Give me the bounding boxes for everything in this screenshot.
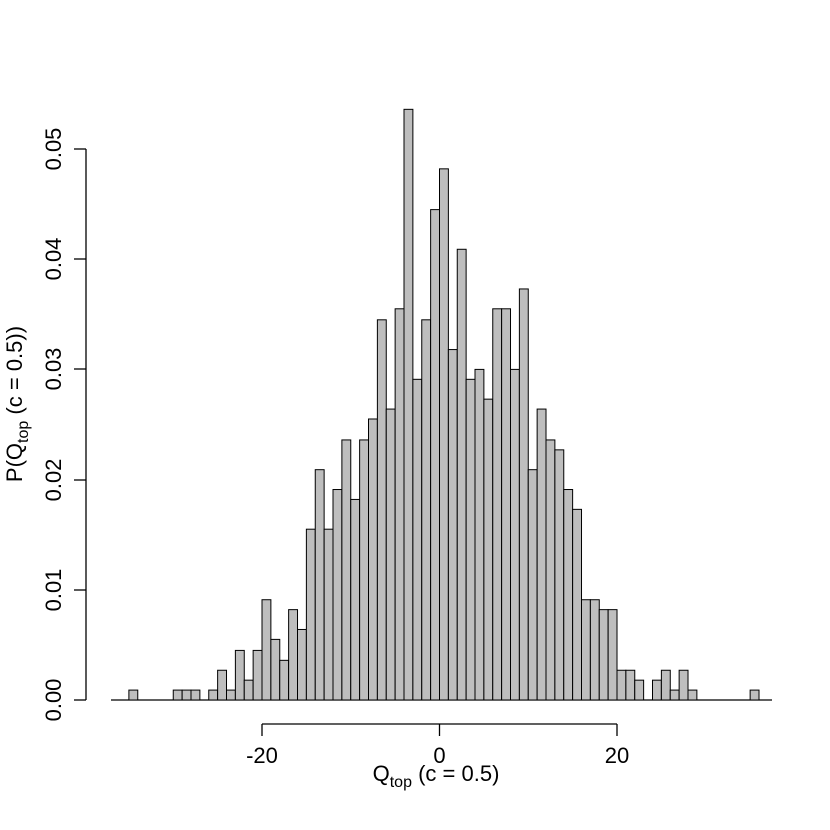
x-axis-title-rest: (c = 0.5) xyxy=(412,761,499,786)
histogram-bar xyxy=(483,398,494,701)
histogram-bar xyxy=(421,319,432,701)
histogram-bar xyxy=(598,609,609,701)
x-tick-label: -20 xyxy=(246,743,278,768)
histogram-bar xyxy=(190,689,201,701)
x-axis-title-subscript: top xyxy=(390,774,412,791)
histogram-bar xyxy=(563,489,574,701)
histogram-bar xyxy=(536,408,547,701)
histogram-bar xyxy=(412,378,423,701)
y-axis-title-subscript: top xyxy=(15,421,32,443)
histogram-bar xyxy=(518,288,529,701)
histogram-bar xyxy=(243,679,254,701)
histogram-bar xyxy=(447,349,458,701)
histogram-bar xyxy=(634,679,645,701)
histogram-bar xyxy=(323,528,334,701)
histogram-bar xyxy=(341,439,352,701)
histogram-bar xyxy=(527,469,538,701)
histogram-bar xyxy=(439,168,449,701)
histogram-bar xyxy=(208,689,219,701)
histogram-bar xyxy=(687,689,698,701)
histogram-bar xyxy=(456,248,467,701)
histogram-bar xyxy=(465,378,476,701)
histogram-bar xyxy=(678,669,689,701)
histogram-bar xyxy=(572,508,583,701)
y-tick-label: 0.00 xyxy=(41,679,66,722)
y-axis-title-post: (c = 0.5)) xyxy=(2,326,27,421)
histogram-bar xyxy=(305,528,316,701)
histogram-bar xyxy=(749,689,760,701)
histogram-bar xyxy=(279,659,290,701)
x-tick-label: 0 xyxy=(433,743,445,768)
histogram-bar xyxy=(359,439,370,701)
x-axis-title-base: Q xyxy=(373,761,390,786)
histogram-bar xyxy=(394,308,405,701)
histogram-bar xyxy=(660,669,671,701)
histogram-bar xyxy=(581,599,591,701)
histogram-bar xyxy=(128,689,139,701)
histogram-bar xyxy=(385,408,396,701)
x-tick-label: 20 xyxy=(605,743,629,768)
histogram-bar xyxy=(403,108,414,701)
histogram-bar xyxy=(297,628,307,701)
histogram-bar xyxy=(234,649,245,701)
histogram-bar xyxy=(350,498,361,701)
histogram-bar xyxy=(652,679,662,701)
histogram-bar xyxy=(554,449,565,701)
y-tick-label: 0.01 xyxy=(41,569,66,612)
histogram-bar xyxy=(252,649,263,701)
y-axis-title-pre: P(Q xyxy=(2,443,27,482)
histogram-bars xyxy=(128,108,760,701)
y-axis-title: P(Qtop (c = 0.5)) xyxy=(2,326,32,482)
histogram-bar xyxy=(510,368,520,701)
y-tick-label: 0.04 xyxy=(41,238,66,281)
y-axis: 0.00 0.01 0.02 0.03 0.04 0.05 P(Qtop (c … xyxy=(2,128,87,722)
histogram-bar xyxy=(607,609,618,701)
histogram-bar xyxy=(314,469,325,701)
histogram-bar xyxy=(172,689,183,701)
y-tick-label: 0.05 xyxy=(41,128,66,171)
x-axis-title: Qtop (c = 0.5) xyxy=(373,761,500,791)
histogram-bar xyxy=(368,418,378,701)
histogram-bar xyxy=(474,368,485,701)
histogram-bar xyxy=(501,308,512,701)
histogram-bar xyxy=(270,638,281,701)
histogram-bar xyxy=(589,599,600,701)
histogram-bar xyxy=(616,669,627,701)
y-tick-label: 0.02 xyxy=(41,459,66,502)
histogram-bar xyxy=(669,689,680,701)
histogram-bar xyxy=(492,308,503,701)
x-axis: -20 0 20 Qtop (c = 0.5) xyxy=(246,723,629,791)
y-tick-label: 0.03 xyxy=(41,348,66,391)
histogram-bar xyxy=(181,689,192,701)
histogram-bar xyxy=(288,609,299,701)
histogram-bar xyxy=(625,669,636,701)
histogram-bar xyxy=(217,669,228,701)
histogram-bar xyxy=(430,209,441,701)
histogram-bar xyxy=(261,599,272,701)
histogram-bar xyxy=(545,439,556,701)
histogram-bar xyxy=(376,319,387,701)
histogram-bar xyxy=(332,489,343,701)
histogram-bar xyxy=(226,689,236,701)
